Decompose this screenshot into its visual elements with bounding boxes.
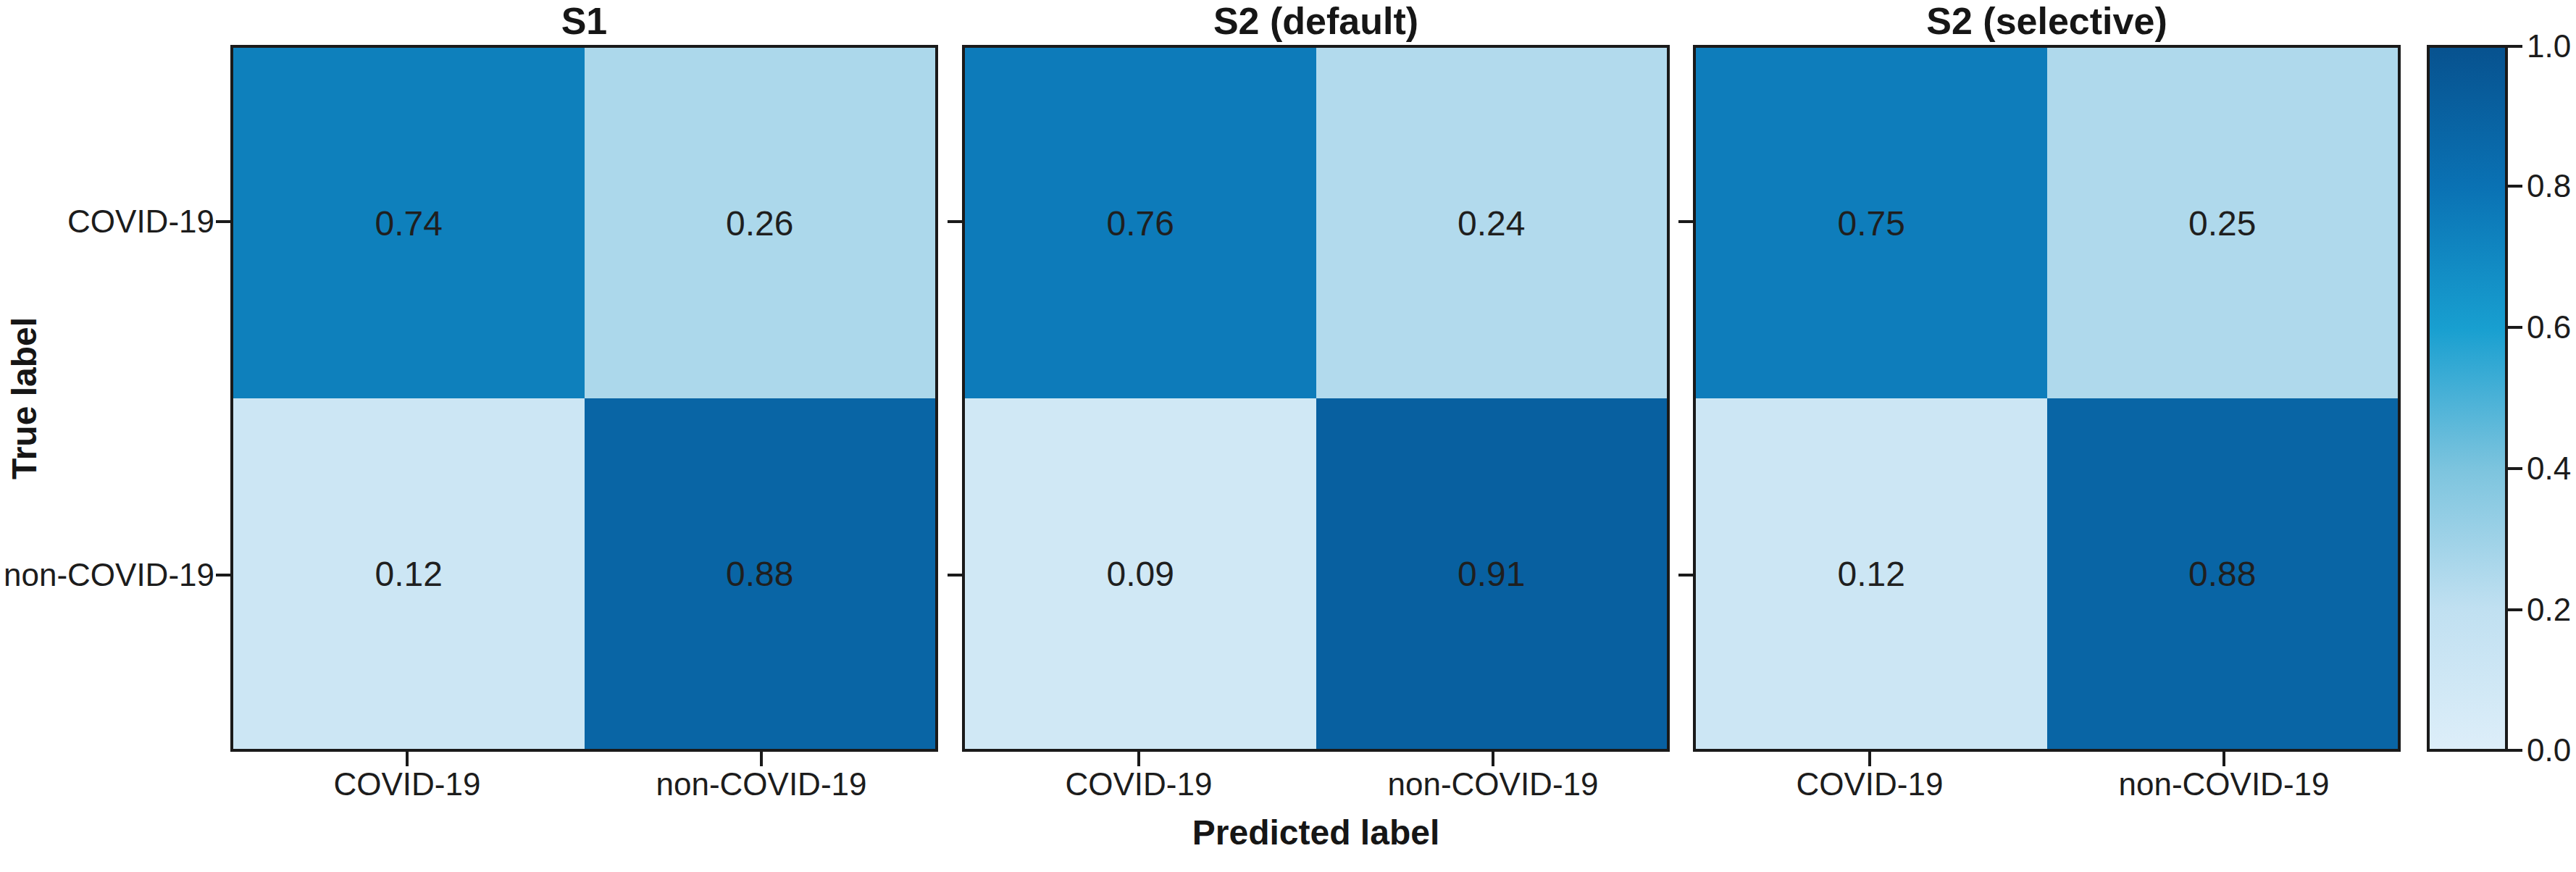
colorbar-tick-mark — [2508, 326, 2522, 329]
colorbar-tick-label: 1.0 — [2527, 28, 2576, 65]
matrix-cell: 0.24 — [1316, 48, 1668, 398]
y-tick-mark — [216, 574, 230, 577]
y-tick-mark — [948, 220, 962, 223]
colorbar-tick-label: 0.6 — [2527, 309, 2576, 346]
matrix-cell: 0.09 — [965, 398, 1316, 749]
colorbar-tick-label: 0.8 — [2527, 167, 2576, 205]
colorbar-tick-mark — [2508, 608, 2522, 611]
y-tick-mark — [1678, 220, 1693, 223]
panel-title-s2-default: S2 (default) — [962, 0, 1670, 42]
colorbar-tick-label: 0.2 — [2527, 591, 2576, 629]
y-tick-mark — [1678, 574, 1693, 577]
heatmap-s2-selective: 0.750.250.120.88 — [1693, 45, 2401, 752]
matrix-cell: 0.12 — [233, 398, 585, 749]
colorbar-tick-mark — [2508, 467, 2522, 470]
y-tick-label-covid: COVID-19 — [0, 204, 214, 240]
colorbar-tick-mark — [2508, 185, 2522, 188]
matrix-cell: 0.25 — [2047, 48, 2399, 398]
x-tick-label-covid: COVID-19 — [226, 766, 588, 802]
matrix-cell: 0.76 — [965, 48, 1316, 398]
x-tick-mark — [1492, 752, 1494, 766]
x-tick-label-noncovid: non-COVID-19 — [1312, 766, 1674, 802]
x-tick-label-noncovid: non-COVID-19 — [580, 766, 942, 802]
x-tick-label-covid: COVID-19 — [1689, 766, 2051, 802]
x-tick-mark — [760, 752, 763, 766]
heatmap-s1: 0.740.260.120.88 — [230, 45, 938, 752]
matrix-cell: 0.91 — [1316, 398, 1668, 749]
y-tick-mark — [948, 574, 962, 577]
colorbar-tick-mark — [2508, 749, 2522, 752]
y-axis-label: True label — [4, 45, 44, 752]
panel-title-s1: S1 — [230, 0, 938, 42]
x-tick-mark — [406, 752, 409, 766]
matrix-cell: 0.26 — [585, 48, 936, 398]
colorbar-tick-mark — [2508, 45, 2522, 48]
x-tick-label-noncovid: non-COVID-19 — [2043, 766, 2405, 802]
colorbar — [2427, 45, 2508, 752]
matrix-cell: 0.88 — [2047, 398, 2399, 749]
x-tick-mark — [2222, 752, 2225, 766]
matrix-cell: 0.12 — [1696, 398, 2047, 749]
x-axis-label: Predicted label — [962, 813, 1670, 852]
colorbar-tick-label: 0.4 — [2527, 450, 2576, 487]
matrix-cell: 0.88 — [585, 398, 936, 749]
x-tick-mark — [1137, 752, 1140, 766]
panel-title-s2-selective: S2 (selective) — [1693, 0, 2401, 42]
x-tick-mark — [1868, 752, 1871, 766]
heatmap-s2-default: 0.760.240.090.91 — [962, 45, 1670, 752]
colorbar-tick-label: 0.0 — [2527, 731, 2576, 769]
matrix-cell: 0.74 — [233, 48, 585, 398]
y-tick-label-noncovid: non-COVID-19 — [0, 557, 214, 593]
confusion-matrix-figure: True label S1 S2 (default) S2 (selective… — [0, 0, 2576, 872]
y-tick-mark — [216, 220, 230, 223]
x-tick-label-covid: COVID-19 — [958, 766, 1320, 802]
matrix-cell: 0.75 — [1696, 48, 2047, 398]
